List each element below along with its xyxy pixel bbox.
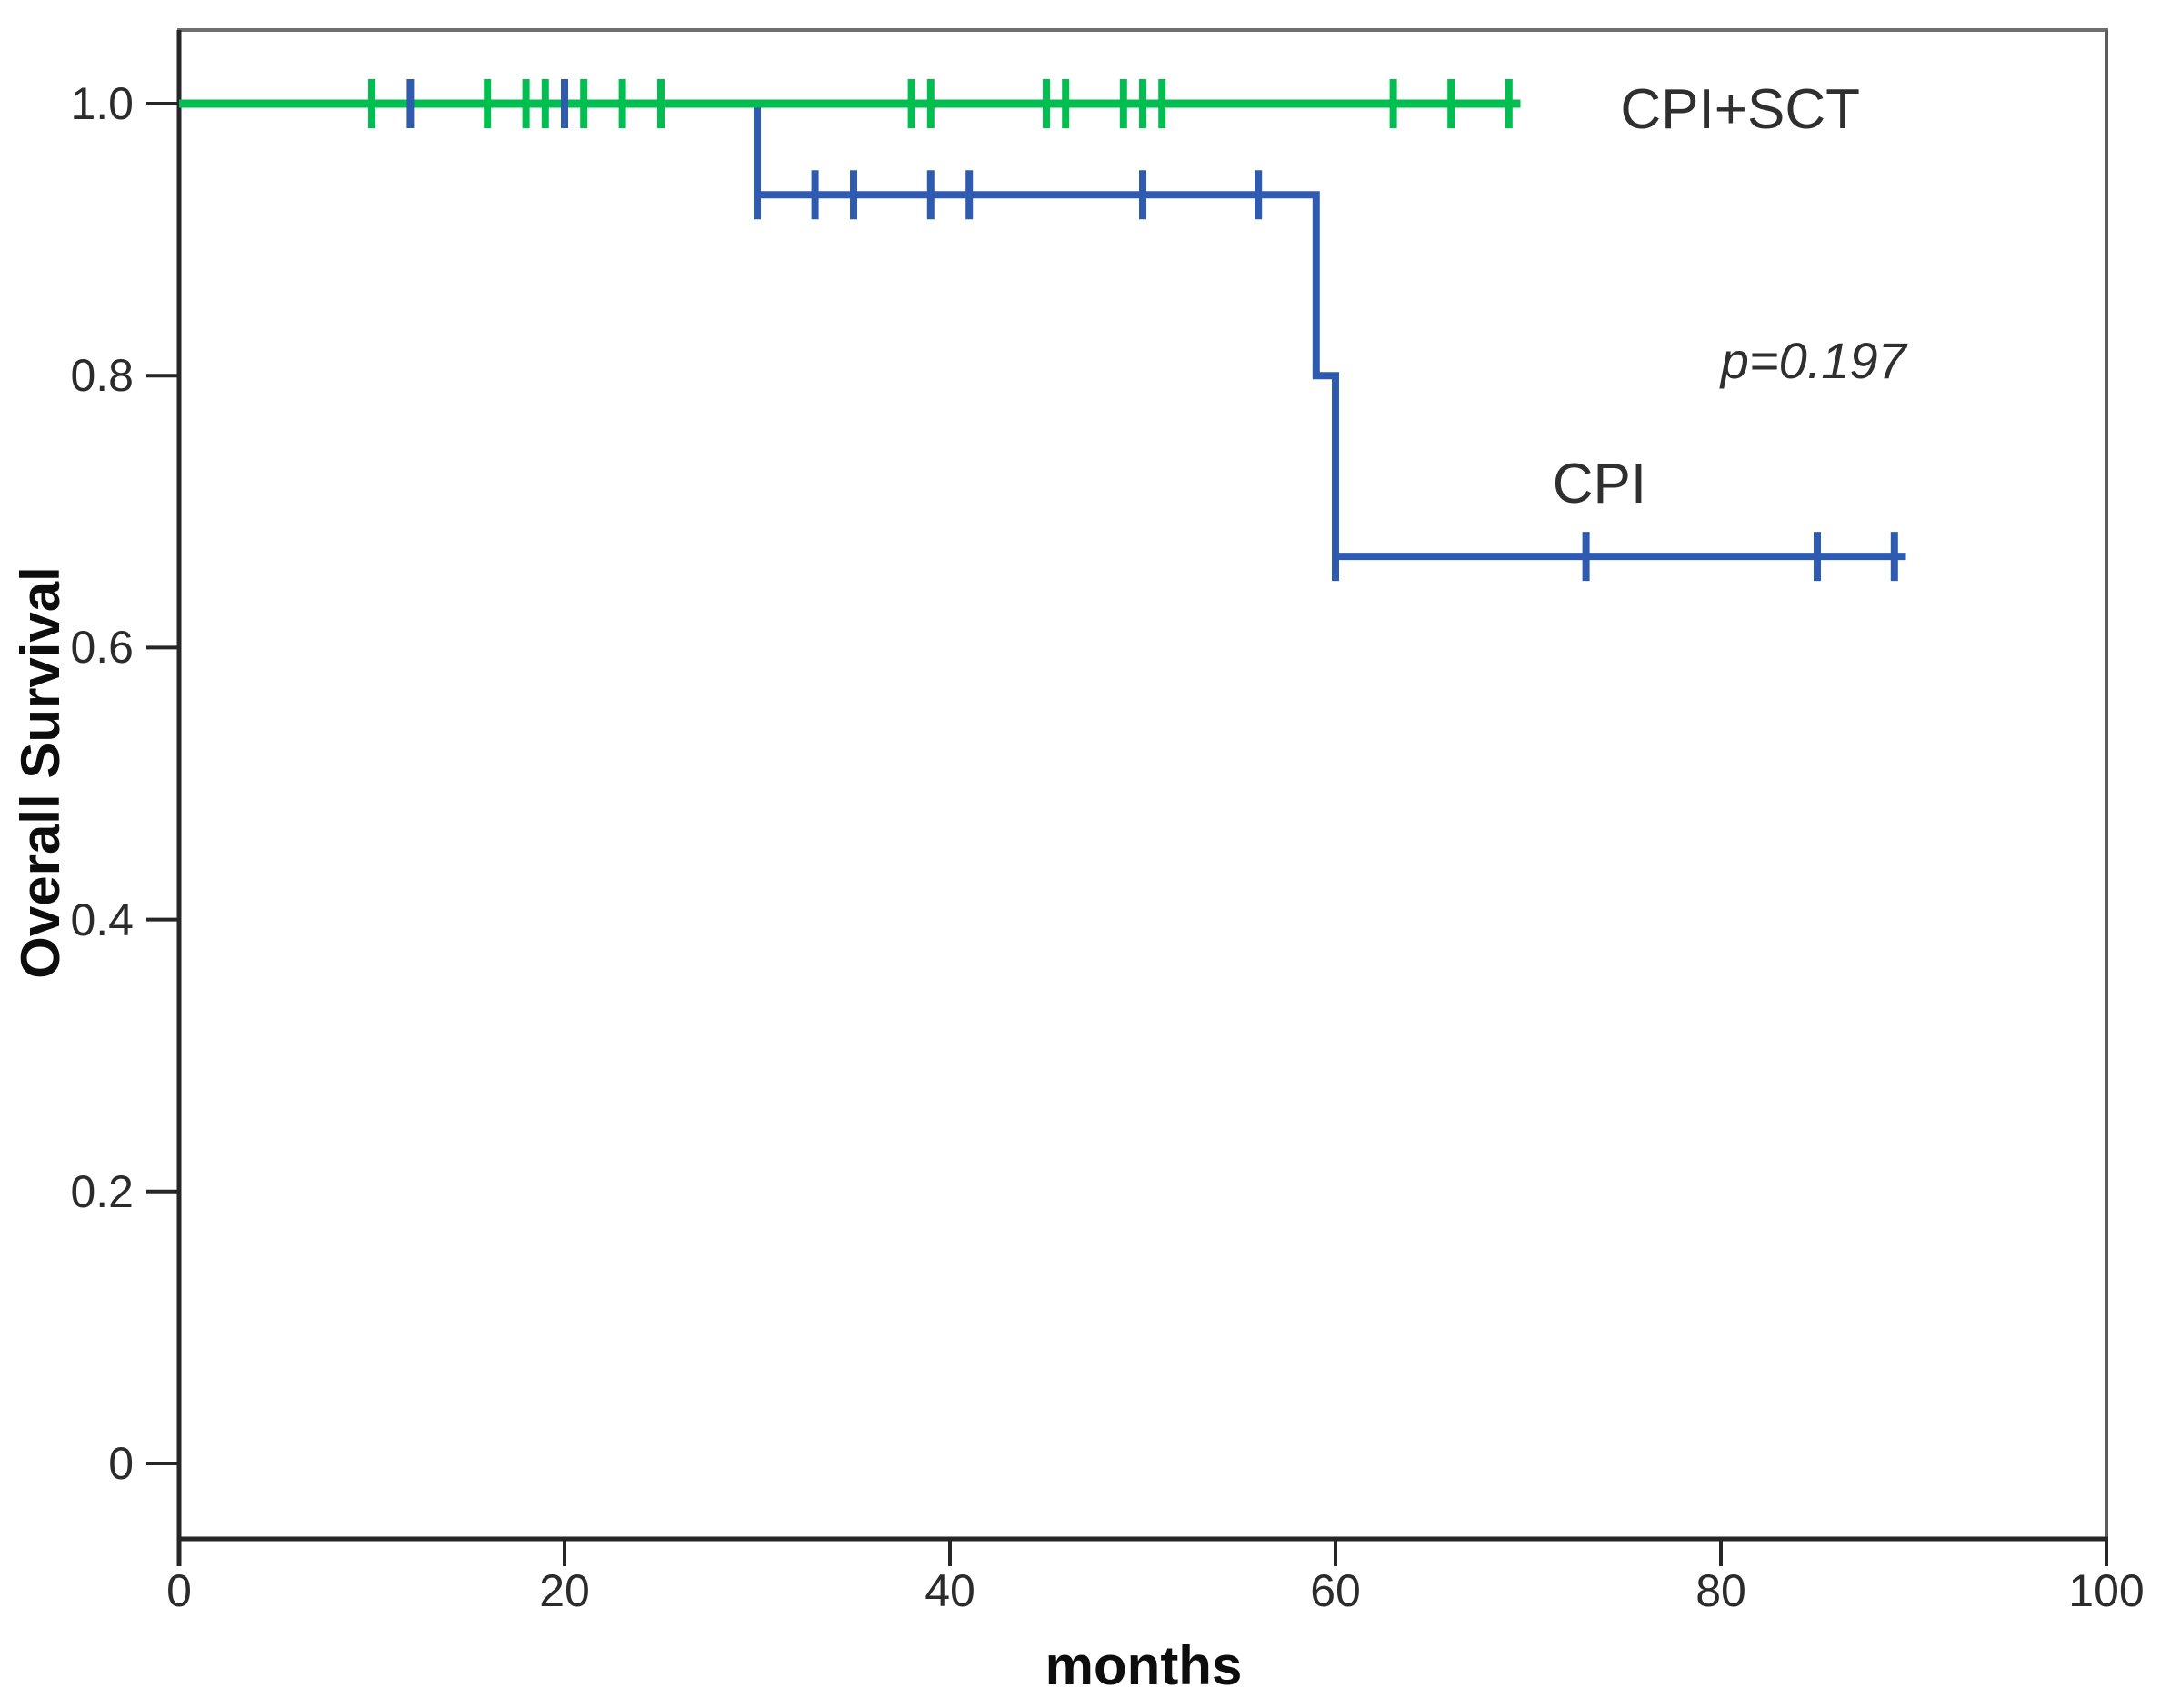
series-curve-cpi: [179, 100, 1906, 561]
x-tick-label: 80: [1695, 1565, 1746, 1616]
y-tick-label: 0.4: [70, 894, 134, 945]
y-tick-label: 1.0: [70, 78, 134, 129]
x-axis-title: months: [1045, 1635, 1243, 1696]
cpi-sct-label: CPI+SCT: [1620, 78, 1860, 142]
x-tick-label: 20: [539, 1565, 590, 1616]
x-tick-label: 60: [1310, 1565, 1361, 1616]
x-tick-label: 40: [925, 1565, 975, 1616]
y-tick-label: 0.6: [70, 622, 134, 674]
y-tick-label: 0: [108, 1438, 134, 1489]
x-tick-label: 100: [2068, 1565, 2145, 1616]
y-tick-label: 0.2: [70, 1165, 134, 1217]
x-tick-label: 0: [166, 1565, 192, 1616]
p-value-label: p=0.197: [1720, 331, 1906, 389]
y-axis-title: Overall Survival: [10, 566, 71, 979]
cpi-label: CPI: [1552, 452, 1647, 515]
y-tick-label: 0.8: [70, 350, 134, 402]
